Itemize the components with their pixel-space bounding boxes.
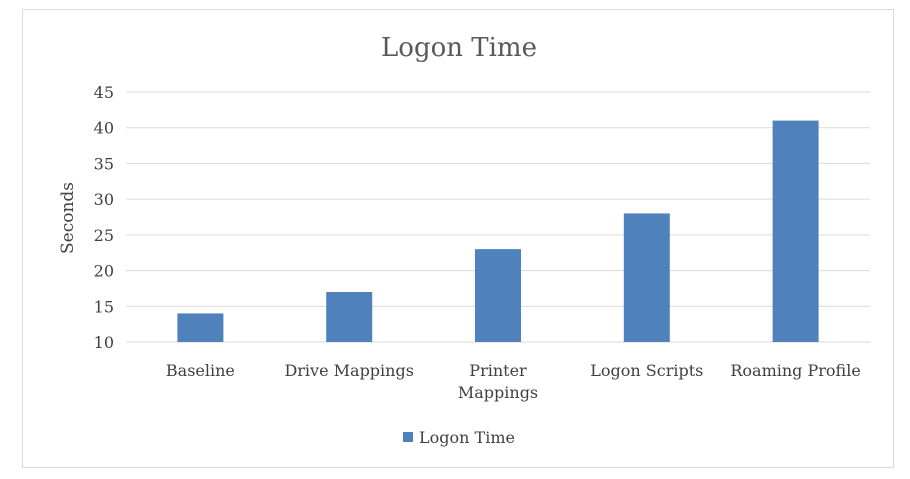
x-tick-label: Roaming Profile: [730, 361, 860, 380]
y-tick-label: 40: [94, 119, 114, 138]
chart-title: Logon Time: [381, 33, 537, 63]
y-tick-labels: 10 15 20 25 30 35 40 45: [94, 83, 114, 352]
chart-frame: [22, 9, 894, 468]
bar-printer-mappings: [475, 249, 521, 342]
y-tick-label: 15: [94, 297, 114, 316]
y-tick-label: 45: [94, 83, 114, 102]
y-tick-label: 10: [94, 333, 114, 352]
x-tick-label: Baseline: [166, 361, 235, 380]
x-tick-label: Printer Mappings: [458, 361, 538, 402]
y-tick-label: 35: [94, 154, 114, 173]
x-tick-labels: Baseline Drive Mappings Printer Mappings Log…: [166, 361, 861, 402]
y-tick-label: 25: [94, 226, 114, 245]
bar-drive-mappings: [326, 292, 373, 342]
x-tick-label: Logon Scripts: [590, 361, 703, 380]
y-axis-label: Seconds: [58, 182, 78, 254]
gridlines: [126, 91, 870, 343]
y-tick-label: 20: [94, 262, 114, 281]
x-tick-label: Drive Mappings: [284, 361, 413, 380]
bar-baseline: [177, 313, 224, 342]
bars: [177, 120, 819, 342]
legend-swatch: [403, 432, 413, 442]
bar-roaming-profile: [772, 120, 819, 342]
bar-logon-scripts: [623, 213, 670, 342]
legend: Logon Time: [403, 428, 515, 447]
legend-label: Logon Time: [419, 428, 515, 447]
y-tick-label: 30: [94, 190, 114, 209]
